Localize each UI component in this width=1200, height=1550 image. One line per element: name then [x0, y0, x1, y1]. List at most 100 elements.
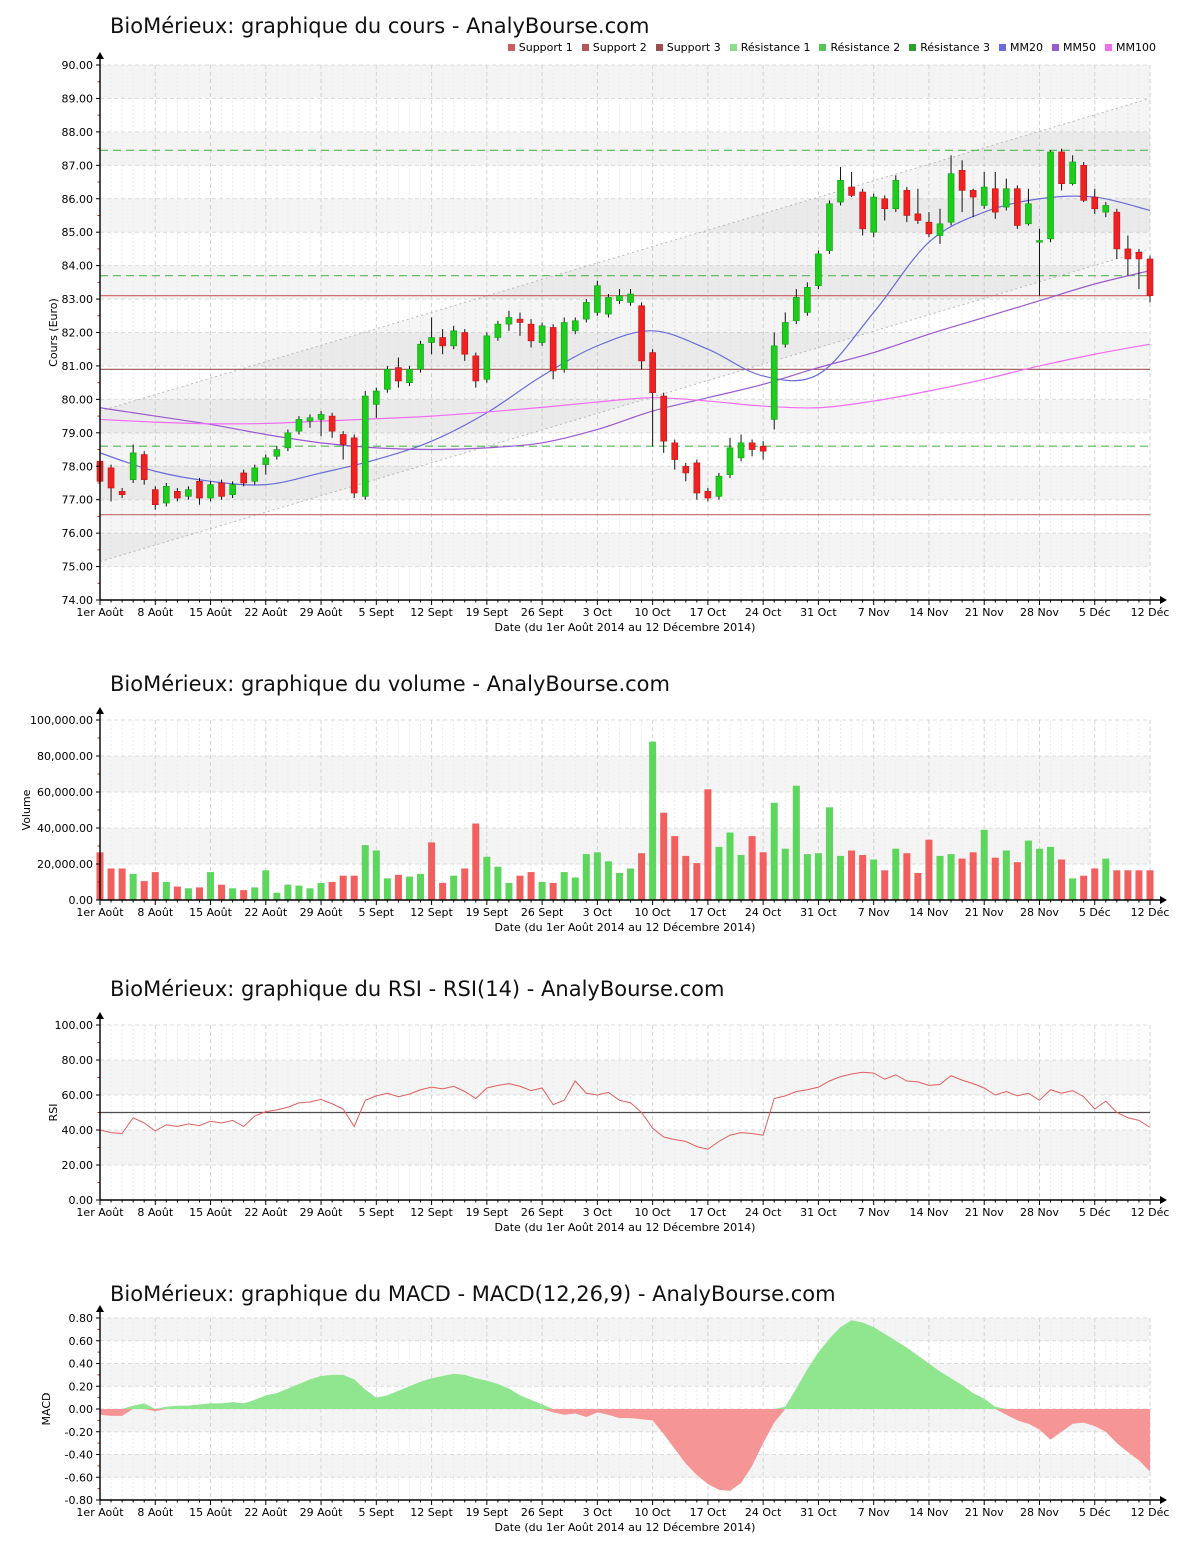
candle [428, 337, 435, 343]
candle [1058, 151, 1065, 185]
svg-text:14 Nov: 14 Nov [909, 1506, 948, 1519]
volume-bar [604, 861, 612, 900]
candle [218, 482, 225, 497]
volume-bar [748, 836, 756, 900]
volume-bar [107, 868, 115, 900]
candle [914, 213, 922, 221]
svg-text:75.00: 75.00 [62, 561, 94, 574]
price-chart-axes: 74.00 75.00 76.00 77.00 78.00 79.00 80.00 81.00… [47, 52, 1169, 634]
svg-text:12 Déc: 12 Déc [1131, 906, 1170, 919]
candle [395, 367, 402, 382]
svg-text:21 Nov: 21 Nov [965, 606, 1004, 619]
svg-text:5 Déc: 5 Déc [1079, 906, 1111, 919]
svg-text:77.00: 77.00 [62, 494, 94, 507]
svg-text:84.00: 84.00 [62, 260, 94, 273]
svg-text:0.40: 0.40 [69, 1358, 94, 1371]
volume-bar [991, 857, 999, 900]
candle [881, 198, 889, 210]
candle [251, 467, 259, 482]
legend-swatch [507, 44, 515, 51]
candle [748, 442, 756, 450]
candle [715, 475, 723, 497]
mm50-line [99, 270, 1151, 451]
volume-bar [251, 887, 259, 900]
mm100-line [99, 343, 1151, 425]
candle [958, 170, 966, 191]
candle [770, 345, 778, 420]
candle [594, 285, 601, 313]
candle [140, 454, 148, 480]
legend-label: Résistance 3 [920, 41, 991, 54]
svg-text:8 Août: 8 Août [137, 606, 174, 619]
svg-text:26 Sept: 26 Sept [521, 606, 564, 619]
volume-bar [1024, 840, 1032, 900]
candle [1091, 196, 1099, 210]
legend-label: MM50 [1063, 41, 1097, 54]
rsi-chart-y-axis-title: RSI [47, 1104, 60, 1122]
candle [583, 302, 590, 320]
candle [903, 190, 911, 216]
svg-text:29 Août: 29 Août [300, 1506, 344, 1519]
volume-bar [317, 882, 325, 900]
legend-swatch [999, 44, 1007, 51]
candle [461, 332, 469, 355]
candle [295, 419, 303, 432]
volume-bar [726, 832, 734, 900]
candle [737, 442, 745, 459]
candle [892, 180, 900, 210]
candle [483, 335, 491, 380]
macd-chart-y-axis-title: MACD [40, 1393, 53, 1426]
svg-text:1er Août: 1er Août [76, 606, 124, 619]
macd-chart: -0.80 -0.60 -0.40 -0.20 0.00 0.20 0.40 0.60 0.80… [40, 1305, 1169, 1534]
candle [339, 434, 347, 445]
svg-text:10 Oct: 10 Oct [634, 906, 671, 919]
price-chart-x-axis-title: Date (du 1er Août 2014 au 12 Décembre 20… [495, 621, 756, 634]
volume-bar [173, 886, 181, 900]
volume-bar [405, 876, 413, 900]
svg-text:7 Nov: 7 Nov [858, 1206, 890, 1219]
svg-text:14 Nov: 14 Nov [909, 1206, 948, 1219]
volume-bar [527, 872, 535, 900]
volume-bar [936, 855, 944, 900]
candle [759, 445, 767, 452]
svg-text:12 Déc: 12 Déc [1131, 1506, 1170, 1519]
volume-bar [483, 856, 491, 900]
candle [207, 484, 214, 499]
candle [273, 449, 281, 457]
volume-chart: 0.00 20,000.00 40,000.00 60,000.00 80,000.00… [20, 707, 1169, 934]
legend-item-support-2: Support 2 [581, 41, 647, 54]
volume-chart-axes: 0.00 20,000.00 40,000.00 60,000.00 80,000.00… [20, 707, 1169, 934]
svg-text:17 Oct: 17 Oct [690, 1506, 727, 1519]
candle [373, 390, 380, 405]
volume-bar [1124, 870, 1132, 900]
svg-text:8 Août: 8 Août [137, 1206, 174, 1219]
volume-bar [118, 868, 126, 900]
svg-text:19 Sept: 19 Sept [466, 906, 509, 919]
candle [240, 472, 247, 484]
svg-text:26 Sept: 26 Sept [521, 1206, 564, 1219]
volume-bar [914, 873, 922, 900]
candle [107, 467, 115, 489]
legend-swatch [819, 44, 827, 51]
legend-item-support-1: Support 1 [507, 41, 573, 54]
svg-text:89.00: 89.00 [62, 92, 94, 105]
volume-bar [814, 853, 822, 900]
candle [980, 186, 988, 206]
price-chart-title: BioMérieux: graphique du cours - AnalyBo… [110, 14, 650, 38]
svg-text:100.00: 100.00 [55, 1019, 94, 1032]
svg-text:0.00: 0.00 [69, 1403, 94, 1416]
svg-text:17 Oct: 17 Oct [690, 606, 727, 619]
volume-bar [870, 859, 878, 900]
svg-text:0.20: 0.20 [69, 1380, 94, 1393]
svg-text:60.00: 60.00 [62, 1089, 94, 1102]
legend-item-resistance-1: Résistance 1 [729, 41, 810, 54]
candle [118, 491, 126, 495]
volume-bar [649, 741, 657, 900]
svg-text:12 Sept: 12 Sept [410, 906, 453, 919]
rsi-chart-title: BioMérieux: graphique du RSI - RSI(14) -… [110, 977, 725, 1001]
svg-text:20,000.00: 20,000.00 [37, 858, 93, 871]
candle [549, 327, 557, 372]
legend-swatch [655, 44, 663, 51]
volume-bar [660, 812, 668, 900]
